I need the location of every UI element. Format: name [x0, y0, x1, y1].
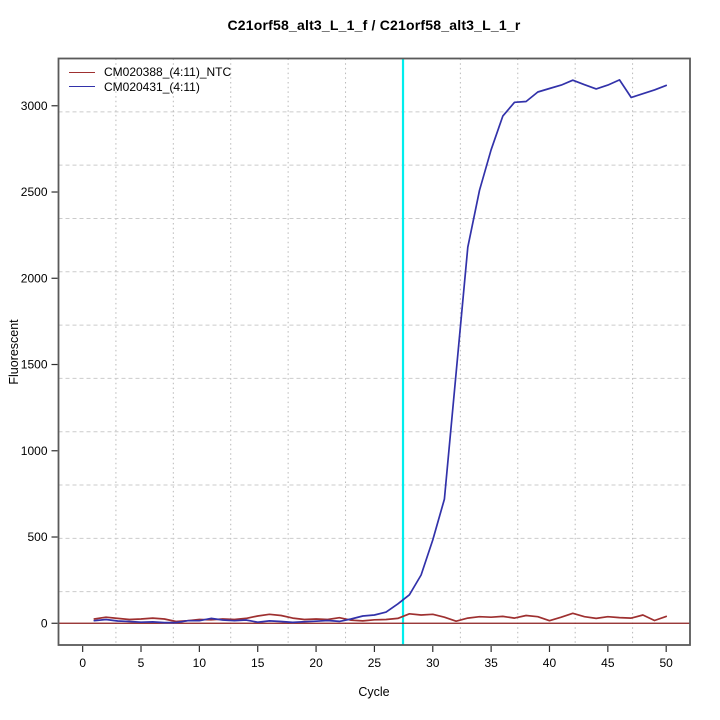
legend: CM020388_(4:11)_NTC CM020431_(4:11)	[69, 65, 231, 94]
legend-label: CM020431_(4:11)	[104, 79, 200, 94]
y-tick-label: 1000	[21, 444, 48, 458]
chart-title: C21orf58_alt3_L_1_f / C21orf58_alt3_L_1_…	[227, 17, 521, 33]
y-axis-label: Fluorescent	[7, 319, 21, 385]
legend-line-sample-blue	[69, 86, 95, 88]
y-tick-label: 1500	[21, 358, 48, 372]
series-line	[93, 79, 668, 624]
plot-box	[57, 57, 691, 646]
series-line	[93, 612, 668, 623]
legend-item-ntc: CM020388_(4:11)_NTC	[69, 65, 231, 80]
y-tick-label: 0	[41, 616, 48, 630]
y-tick-label: 3000	[21, 99, 48, 113]
x-tick-label: 5	[138, 656, 145, 670]
x-tick-label: 35	[484, 656, 498, 670]
x-tick-label: 40	[543, 656, 557, 670]
x-tick-label: 45	[601, 656, 615, 670]
x-tick-label: 15	[251, 656, 265, 670]
legend-line-sample-red	[69, 71, 95, 73]
y-tick-label: 2500	[21, 185, 48, 199]
x-tick-label: 30	[426, 656, 440, 670]
x-axis-label: Cycle	[358, 685, 390, 699]
legend-label: CM020388_(4:11)_NTC	[104, 65, 232, 79]
x-tick-label: 20	[309, 656, 323, 670]
x-tick-label: 10	[193, 656, 207, 670]
x-tick-label: 50	[660, 656, 674, 670]
legend-item-sample: CM020431_(4:11)	[69, 80, 231, 95]
x-tick-label: 0	[79, 656, 86, 670]
y-tick-label: 2000	[21, 271, 48, 285]
x-tick-label: 25	[368, 656, 382, 670]
y-tick-label: 500	[27, 530, 47, 544]
